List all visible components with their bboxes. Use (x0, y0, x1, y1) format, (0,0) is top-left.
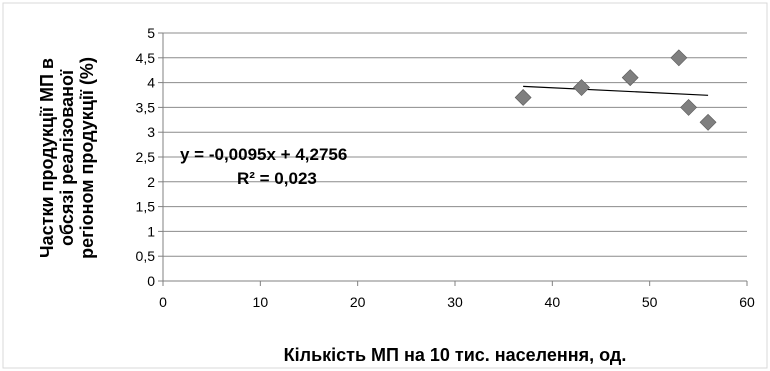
y-axis-title-line-3: регіоном продукції (%) (77, 57, 97, 259)
x-tick-label: 0 (159, 294, 167, 310)
data-points (514, 49, 717, 131)
y-tick-label: 5 (147, 25, 155, 41)
x-tick-label: 30 (447, 294, 463, 310)
x-axis-title: Кількість МП на 10 тис. населення, од. (284, 345, 627, 365)
x-tick-label: 40 (545, 294, 561, 310)
axes (162, 33, 748, 286)
trendline-r-squared: R² = 0,023 (237, 169, 317, 188)
y-axis-title-line-2: обсязі реалізованої (57, 69, 77, 246)
data-point (670, 49, 688, 67)
x-tick-label: 60 (739, 294, 755, 310)
y-axis-title: Частки продукції МП в обсязі реалізовано… (37, 57, 97, 259)
y-tick-label: 3 (147, 124, 155, 140)
x-tick-label: 10 (253, 294, 269, 310)
y-tick-label: 0 (147, 273, 155, 289)
x-tick-label: 20 (350, 294, 366, 310)
data-point (514, 89, 532, 106)
y-tick-label: 2 (147, 174, 155, 190)
y-tick-label: 3,5 (136, 99, 156, 115)
y-tick-label: 2,5 (136, 149, 156, 165)
y-tick-label: 1 (147, 223, 155, 239)
y-tick-labels: 0 0,5 1 1,5 2 2,5 3 3,5 4 4,5 5 (136, 25, 156, 289)
data-point (621, 69, 639, 87)
y-axis-title-line-1: Частки продукції МП в (37, 58, 57, 258)
y-tick-label: 0,5 (136, 248, 156, 264)
x-tick-label: 50 (642, 294, 658, 310)
data-point (680, 98, 698, 116)
y-tick-label: 4,5 (136, 50, 156, 66)
y-tick-label: 4 (147, 75, 155, 91)
trendline-layer (523, 85, 709, 96)
trendline (523, 85, 709, 96)
x-tick-labels: 0 10 20 30 40 50 60 (159, 294, 755, 310)
gridlines (158, 32, 747, 282)
data-point (699, 113, 717, 131)
trendline-equation: y = -0,0095x + 4,2756 (180, 145, 347, 164)
data-point (573, 79, 590, 96)
y-tick-label: 1,5 (136, 199, 156, 215)
